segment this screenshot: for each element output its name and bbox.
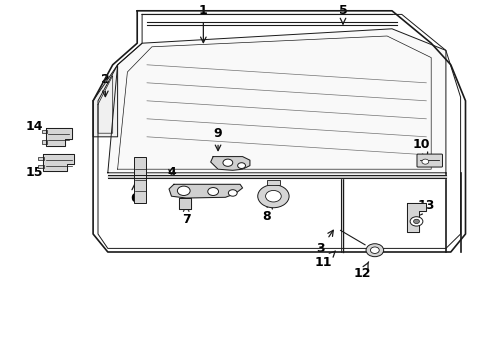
Bar bbox=[38, 165, 44, 168]
Text: 14: 14 bbox=[25, 120, 53, 138]
Text: 4: 4 bbox=[167, 166, 176, 179]
Text: 9: 9 bbox=[214, 127, 222, 150]
Circle shape bbox=[370, 247, 379, 253]
Circle shape bbox=[228, 190, 237, 196]
FancyBboxPatch shape bbox=[417, 154, 442, 167]
Text: 3: 3 bbox=[317, 230, 333, 255]
Circle shape bbox=[208, 188, 219, 195]
Circle shape bbox=[258, 185, 289, 208]
Bar bbox=[38, 157, 44, 160]
Circle shape bbox=[414, 219, 419, 224]
Circle shape bbox=[266, 190, 281, 202]
Text: 2: 2 bbox=[101, 73, 110, 96]
Bar bbox=[42, 130, 47, 133]
Circle shape bbox=[410, 217, 423, 226]
Text: 5: 5 bbox=[339, 4, 347, 24]
Text: 15: 15 bbox=[25, 164, 52, 179]
Circle shape bbox=[177, 186, 190, 195]
Text: 8: 8 bbox=[263, 203, 272, 222]
Polygon shape bbox=[43, 154, 74, 171]
Bar bbox=[134, 157, 146, 203]
Text: 1: 1 bbox=[199, 4, 208, 42]
Circle shape bbox=[366, 244, 384, 257]
Polygon shape bbox=[211, 157, 250, 170]
Polygon shape bbox=[407, 203, 426, 232]
Circle shape bbox=[223, 159, 233, 166]
Bar bbox=[42, 140, 47, 144]
Polygon shape bbox=[169, 184, 243, 198]
Text: 7: 7 bbox=[182, 206, 191, 226]
Text: 10: 10 bbox=[413, 138, 430, 158]
Text: 12: 12 bbox=[354, 262, 371, 280]
Polygon shape bbox=[108, 29, 446, 173]
Circle shape bbox=[238, 163, 245, 168]
Bar bbox=[267, 180, 280, 185]
Text: 13: 13 bbox=[416, 199, 435, 217]
Circle shape bbox=[422, 159, 429, 164]
Polygon shape bbox=[179, 198, 191, 209]
Polygon shape bbox=[46, 128, 72, 146]
Polygon shape bbox=[108, 175, 446, 178]
Text: 11: 11 bbox=[315, 251, 335, 269]
Polygon shape bbox=[93, 65, 118, 137]
Text: 6: 6 bbox=[130, 184, 139, 204]
